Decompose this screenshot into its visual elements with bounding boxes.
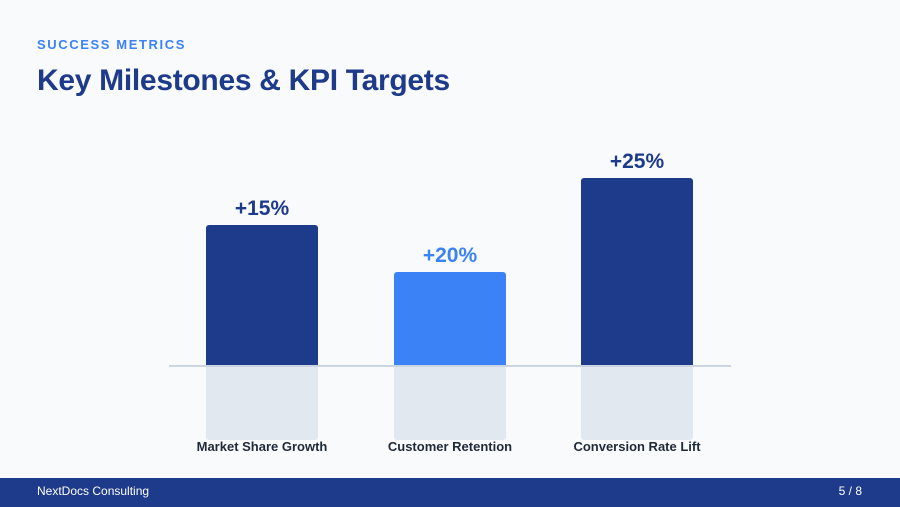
category-label: Conversion Rate Lift bbox=[573, 439, 701, 454]
bar-conversion-rate-lift bbox=[581, 178, 693, 365]
category-label: Customer Retention bbox=[387, 439, 513, 454]
footer-bar: NextDocs Consulting 5 / 8 bbox=[0, 478, 900, 507]
bar-shadow bbox=[581, 367, 693, 440]
slide-title: Key Milestones & KPI Targets bbox=[37, 64, 450, 97]
section-eyebrow: SUCCESS METRICS bbox=[37, 37, 186, 52]
company-name: NextDocs Consulting bbox=[37, 484, 150, 498]
bar-shadow bbox=[394, 367, 506, 440]
bar-market-share-growth bbox=[206, 225, 318, 365]
category-label: Market Share Growth bbox=[196, 439, 328, 454]
bar-customer-retention bbox=[394, 272, 506, 365]
chart-baseline bbox=[169, 365, 731, 367]
page-number: 5 / 8 bbox=[838, 484, 862, 498]
data-label: +15% bbox=[234, 197, 290, 220]
bar-shadow bbox=[206, 367, 318, 440]
data-label: +20% bbox=[422, 244, 478, 267]
data-label: +25% bbox=[609, 150, 665, 173]
